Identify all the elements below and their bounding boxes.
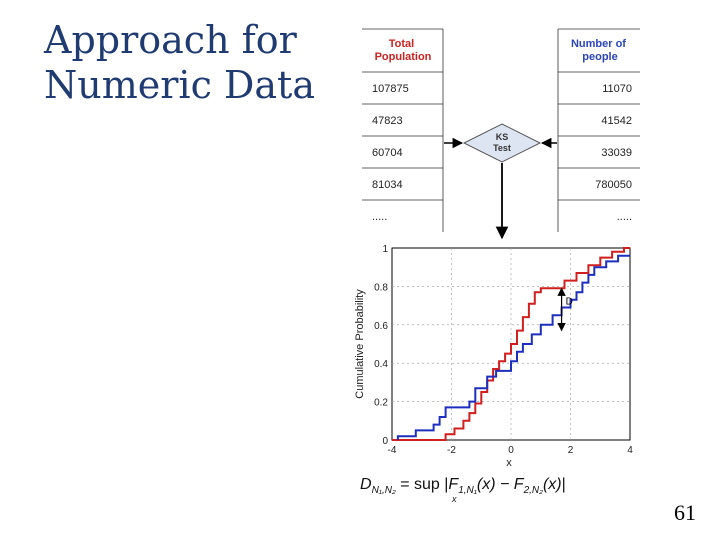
left-cell: ..... <box>372 211 387 223</box>
slide-title-line-2: Numeric Data <box>44 63 315 107</box>
ks-formula: DN₁,N₂ = sup |F1,N₁(x) − F2,N₂(x)| x <box>360 476 566 504</box>
x-axis-label: x <box>506 457 512 469</box>
slide-title-line-1: Approach for <box>44 18 297 62</box>
ks-test-diamond: KS Test <box>462 123 542 163</box>
right-cell: 41542 <box>601 115 632 127</box>
ks-label-line-1: KS <box>496 132 509 142</box>
d-annotation-label: D <box>566 296 573 307</box>
svg-text:DN₁,N₂ = sup |F1,N₁(x) − F2,N₂: DN₁,N₂ = sup |F1,N₁(x) − F2,N₂(x)| <box>360 476 566 496</box>
x-tick-label: 2 <box>568 445 574 456</box>
cdf-series-2 <box>396 254 630 440</box>
slide-number: 61 <box>674 500 696 525</box>
y-tick-label: 0.8 <box>374 282 388 293</box>
y-tick-label: 0.6 <box>374 321 388 332</box>
left-cell: 47823 <box>372 115 403 127</box>
x-tick-label: -2 <box>447 445 456 456</box>
y-tick-label: 0.2 <box>374 398 388 409</box>
cdf-chart: -4 -2 0 2 4 0 0.2 0.4 0.6 0.8 1 x Cumulative Probabi… <box>354 244 633 469</box>
x-tick-label: -4 <box>388 445 397 456</box>
right-table-header: Number of people <box>571 38 629 63</box>
y-tick-label: 0 <box>382 436 388 447</box>
y-tick-label: 1 <box>382 244 388 255</box>
left-table-header: Total Population <box>375 38 432 63</box>
right-cell: ..... <box>617 211 632 223</box>
right-cell: 780050 <box>595 179 632 191</box>
cdf-series-1 <box>392 247 630 441</box>
x-tick-label: 0 <box>508 445 514 456</box>
x-tick-label: 4 <box>627 445 633 456</box>
svg-text:x: x <box>451 494 457 504</box>
right-cell: 11070 <box>602 83 632 95</box>
left-cell: 60704 <box>372 147 403 159</box>
left-cell: 81034 <box>372 179 403 191</box>
y-tick-label: 0.4 <box>374 359 388 370</box>
right-table: Number of people 11070 41542 33039 780050..… <box>557 28 640 232</box>
left-cell: 107875 <box>372 83 409 95</box>
right-cell: 33039 <box>601 147 632 159</box>
y-axis-label: Cumulative Probability <box>354 289 366 399</box>
left-table: Total Population 107875 47823 60704 81034..… <box>362 28 444 232</box>
ks-label-line-2: Test <box>493 143 511 153</box>
slide-title: Approach for Numeric Data <box>44 18 344 108</box>
